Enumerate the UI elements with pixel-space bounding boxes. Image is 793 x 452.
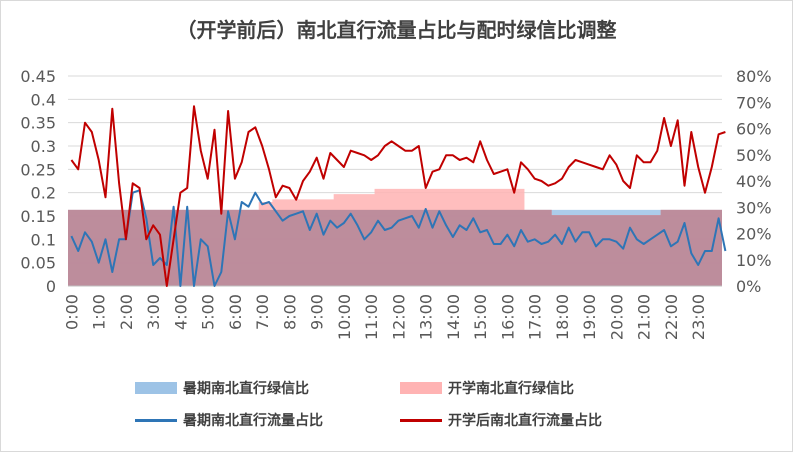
x-tick-label: 1:00 — [90, 294, 109, 330]
y-right-tick-label: 10% — [736, 251, 772, 270]
x-tick-label: 0:00 — [62, 294, 81, 330]
x-tick-label: 7:00 — [253, 294, 272, 330]
y-left-tick-label: 0.3 — [31, 137, 56, 156]
y-right-tick-label: 40% — [736, 172, 772, 191]
x-tick-label: 18:00 — [553, 294, 572, 340]
x-tick-label: 22:00 — [662, 294, 681, 340]
legend-swatch-summer-flow — [135, 418, 177, 422]
y-right-tick-label: 60% — [736, 120, 772, 139]
y-left-tick-label: 0.15 — [20, 207, 56, 226]
legend-label-summer-green: 暑期南北直行绿信比 — [183, 381, 309, 397]
x-tick-label: 6:00 — [226, 294, 245, 330]
x-tick-label: 2:00 — [117, 294, 136, 330]
x-tick-label: 3:00 — [144, 294, 163, 330]
x-tick-label: 4:00 — [171, 294, 190, 330]
legend-swatch-school-green — [400, 382, 442, 394]
x-tick-label: 16:00 — [498, 294, 517, 340]
x-tick-label: 20:00 — [607, 294, 626, 340]
y-right-tick-label: 30% — [736, 198, 772, 217]
x-tick-label: 13:00 — [417, 294, 436, 340]
line-series-2 — [70, 189, 727, 287]
x-tick-label: 15:00 — [471, 294, 490, 340]
legend-label-school-green: 开学南北直行绿信比 — [448, 381, 574, 397]
y-left-tick-label: 0.2 — [31, 184, 56, 203]
y-left-tick-label: 0.1 — [31, 230, 56, 249]
legend-swatch-summer-green — [135, 382, 177, 394]
chart-title: （开学前后）南北直行流量占比与配时绿信比调整 — [176, 18, 617, 42]
y-right-tick-label: 70% — [736, 93, 772, 112]
x-tick-label: 19:00 — [580, 294, 599, 340]
x-tick-label: 11:00 — [362, 294, 381, 340]
legend-label-summer-flow: 暑期南北直行流量占比 — [183, 413, 323, 429]
y-left-tick-label: 0.35 — [20, 114, 56, 133]
y-left-tick-label: 0 — [46, 277, 56, 296]
legend-item-school-flow: 开学后南北直行流量占比 — [400, 410, 602, 430]
y-right-tick-label: 0% — [736, 277, 761, 296]
y-left-tick-label: 0.25 — [20, 160, 56, 179]
y-right-tick-label: 80% — [736, 67, 772, 86]
legend-item-summer-flow: 暑期南北直行流量占比 — [135, 410, 323, 430]
line-series-3 — [70, 105, 726, 287]
x-tick-label: 17:00 — [526, 294, 545, 340]
legend-item-school-green: 开学南北直行绿信比 — [400, 378, 574, 398]
x-tick-label: 14:00 — [444, 294, 463, 340]
y-right-tick-label: 20% — [736, 225, 772, 244]
legend-label-school-flow: 开学后南北直行流量占比 — [448, 413, 602, 429]
legend-swatch-school-flow — [400, 418, 442, 422]
x-tick-label: 10:00 — [335, 294, 354, 340]
x-tick-label: 8:00 — [280, 294, 299, 330]
y-right-tick-label: 50% — [736, 146, 772, 165]
x-tick-label: 12:00 — [389, 294, 408, 340]
x-tick-label: 23:00 — [689, 294, 708, 340]
x-tick-label: 5:00 — [199, 294, 218, 330]
x-tick-label: 9:00 — [308, 294, 327, 330]
legend-item-summer-green: 暑期南北直行绿信比 — [135, 378, 309, 398]
x-tick-label: 21:00 — [635, 294, 654, 340]
y-left-tick-label: 0.4 — [31, 90, 56, 109]
y-left-tick-label: 0.45 — [20, 67, 56, 86]
y-left-tick-label: 0.05 — [20, 254, 56, 273]
